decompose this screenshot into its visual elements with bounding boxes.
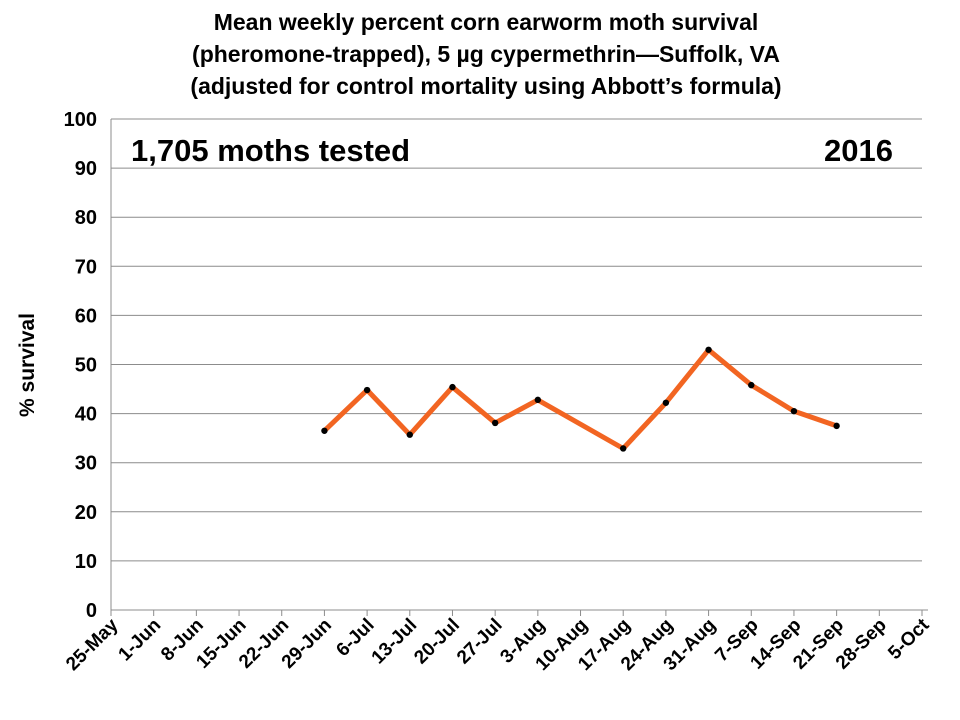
y-tick-label: 0: [86, 600, 97, 622]
data-point: [620, 445, 627, 452]
data-point: [449, 383, 456, 391]
title-line-1: Mean weekly percent corn earworm moth su…: [214, 9, 759, 35]
y-tick-labels: 0 10 20 30 40 50 60 70 80 90 100: [64, 109, 97, 622]
y-tick-label: 20: [75, 502, 97, 524]
data-point: [363, 386, 371, 394]
y-tick-label: 60: [75, 305, 97, 327]
data-point: [748, 381, 755, 389]
data-point: [662, 399, 670, 406]
axes: [110, 119, 928, 616]
moths-tested-annotation: 1,705 moths tested: [131, 133, 410, 168]
data-point: [406, 431, 413, 438]
y-tick-label: 80: [75, 207, 97, 229]
gridlines: [111, 118, 922, 562]
y-tick-label: 90: [75, 158, 97, 180]
x-tick-label: 27-Jul: [453, 615, 507, 669]
data-point: [833, 422, 840, 430]
y-tick-label: 70: [75, 256, 97, 278]
title-line-2: (pheromone-trapped), 5 µg cypermethrin—S…: [192, 41, 780, 67]
series: [321, 346, 840, 452]
year-annotation: 2016: [824, 133, 893, 168]
x-tick-label: 20-Jul: [410, 615, 464, 669]
series-line: [321, 347, 840, 451]
y-tick-label: 100: [64, 109, 97, 131]
y-tick-label: 40: [75, 404, 97, 426]
title-line-3: (adjusted for control mortality using Ab…: [190, 73, 781, 99]
chart-title: Mean weekly percent corn earworm moth su…: [190, 9, 781, 99]
x-tick-label: 25-May: [62, 614, 123, 675]
data-point: [491, 419, 499, 427]
y-tick-label: 10: [75, 551, 97, 573]
data-point: [790, 407, 798, 415]
y-tick-label: 50: [75, 355, 97, 377]
x-tick-label: 1-Jun: [115, 615, 166, 666]
data-point: [534, 396, 542, 404]
y-axis-label: % survival: [16, 313, 39, 417]
x-tick-label: 5-Oct: [884, 614, 934, 664]
y-tick-label: 30: [75, 453, 97, 475]
x-tick-labels: 25-May1-Jun8-Jun15-Jun22-Jun29-Jun6-Jul1…: [62, 614, 934, 675]
x-tick-label: 13-Jul: [368, 615, 422, 669]
data-point: [321, 427, 328, 434]
data-point: [705, 346, 712, 353]
